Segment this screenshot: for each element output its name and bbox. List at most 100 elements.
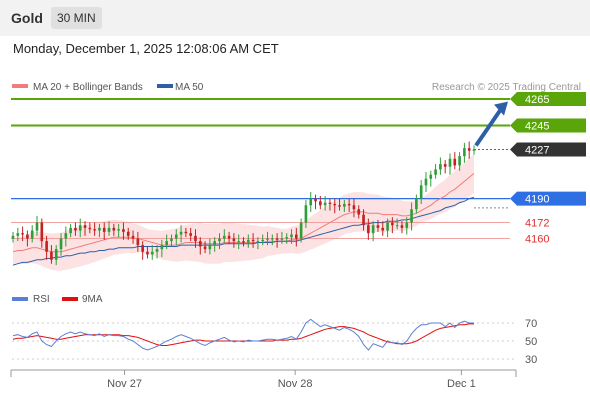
candle-body [131, 235, 135, 239]
level-label-4265: 4265 [525, 94, 549, 106]
rsi-legend-swatch [12, 297, 28, 301]
legend-label-ma50: MA 50 [175, 82, 204, 93]
rsi9ma-legend-label: 9MA [82, 294, 103, 305]
candle-body [434, 169, 437, 175]
candle-body [266, 238, 269, 240]
candle-body [443, 164, 447, 167]
candle-body [333, 203, 337, 206]
candle-body [270, 238, 274, 240]
candle-body [213, 241, 217, 246]
candle-body [295, 234, 298, 239]
level-tag-4265 [510, 91, 586, 106]
candle-body [285, 237, 289, 239]
rsi-tick-50: 50 [525, 336, 537, 348]
legend-label-ma20: MA 20 + Bollinger Bands [33, 82, 143, 93]
header-bar: Gold 30 MIN [0, 0, 590, 36]
candle-body [184, 231, 188, 234]
candle-body [410, 209, 413, 223]
candle-body [290, 234, 293, 238]
forecast-arrow-head [494, 101, 508, 116]
candle-body [386, 222, 389, 231]
candle-body [237, 241, 241, 243]
candle-body [222, 235, 226, 239]
candle-body [146, 251, 149, 255]
candle-body [203, 246, 207, 250]
candle-body [405, 222, 409, 228]
candle-body [261, 239, 265, 242]
candle-body [88, 227, 92, 230]
candle-body [218, 238, 221, 242]
candle-body [150, 251, 154, 255]
candle-body [136, 238, 140, 246]
candle-body [40, 222, 44, 242]
candle-body [309, 198, 313, 206]
candle-body [64, 233, 68, 239]
candle-body [179, 231, 183, 235]
instrument-name: Gold [11, 10, 43, 26]
candle-body [59, 238, 63, 250]
candle-body [251, 239, 255, 242]
candle-body [122, 229, 125, 232]
candle-body [376, 225, 380, 228]
candle-body [227, 235, 231, 239]
candle-body [256, 241, 260, 243]
candle-body [98, 227, 101, 231]
candle-body [78, 225, 82, 231]
level-label-4227: 4227 [525, 144, 549, 156]
candle-body [16, 233, 20, 236]
level-tag-4190 [510, 191, 586, 206]
candle-body [112, 227, 116, 231]
candle-body [280, 238, 284, 240]
candle-body [246, 239, 250, 243]
rsi-line [12, 318, 474, 351]
candle-body [338, 205, 341, 207]
candle-body [54, 249, 58, 260]
candle-body [208, 245, 212, 250]
candle-body [21, 233, 24, 235]
candle-body [198, 241, 202, 247]
candle-body [357, 209, 361, 215]
x-tick-label: Nov 27 [107, 378, 142, 390]
candle-body [194, 235, 197, 242]
candle-body [170, 238, 173, 242]
candle-body [448, 158, 452, 167]
candle-body [45, 241, 48, 252]
candle-body [189, 233, 192, 236]
candle-body [458, 156, 461, 166]
candle-body [362, 214, 365, 226]
legend-swatch-ma20 [12, 84, 28, 88]
candle-body [424, 178, 428, 186]
candle-body [117, 229, 120, 231]
candle-body [314, 198, 317, 202]
x-tick-label: Nov 28 [278, 378, 313, 390]
candle-body [126, 231, 130, 236]
candle-body [174, 234, 178, 239]
x-tick-label: Dec 1 [447, 378, 476, 390]
candle-body [102, 227, 106, 232]
timestamp: Monday, December 1, 2025 12:08:06 AM CET [13, 41, 279, 56]
credit-text: Research © 2025 Trading Central [432, 82, 581, 93]
candle-body [415, 198, 418, 210]
candle-body [419, 185, 423, 199]
candle-body [299, 222, 303, 239]
candle-body [328, 202, 332, 204]
candle-body [323, 202, 327, 206]
candle-body [395, 225, 399, 227]
candle-body [319, 201, 322, 206]
candle-body [160, 245, 164, 250]
candle-body [381, 227, 385, 231]
candle-body [26, 234, 29, 239]
candle-body [463, 148, 466, 157]
candle-body [83, 225, 87, 228]
bollinger-band [13, 153, 474, 271]
rsi9ma-legend-swatch [62, 297, 78, 301]
level-label-4172: 4172 [525, 218, 549, 230]
candle-body [155, 249, 159, 252]
candle-body [367, 225, 370, 234]
candle-body [371, 225, 375, 234]
rsi-legend-label: RSI [33, 294, 50, 305]
interval-badge[interactable]: 30 MIN [51, 7, 102, 29]
candle-body [467, 148, 471, 151]
candle-body [391, 222, 394, 226]
level-label-4160: 4160 [525, 233, 549, 245]
